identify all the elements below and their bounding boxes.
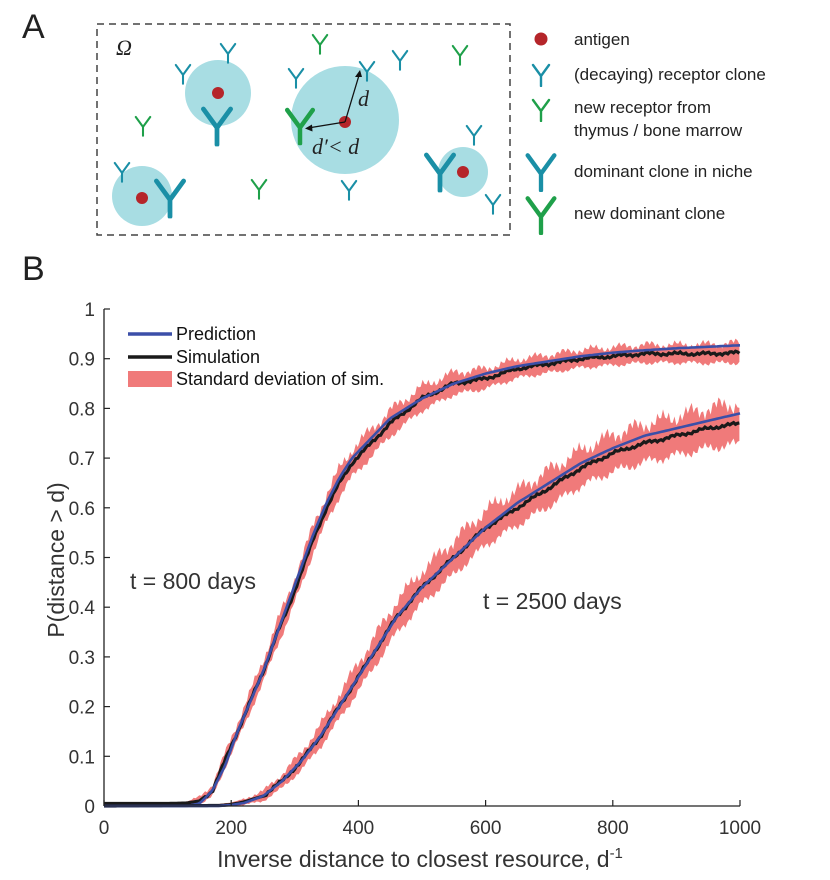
x-tick-label: 0	[99, 818, 110, 839]
y-tick-label: 0.6	[69, 499, 95, 520]
x-tick-label: 1000	[719, 818, 761, 839]
antigen-dot	[212, 87, 224, 99]
new-receptor-icon	[134, 115, 152, 137]
new-dominant-clone-icon	[528, 198, 555, 233]
new-receptor-icon	[451, 44, 469, 66]
panel-a-legend: antigen (decaying) receptor clone new re…	[528, 30, 766, 233]
x-tick-label: 800	[597, 818, 629, 839]
distance-dprime-arrowhead	[305, 124, 313, 132]
y-tick-label: 0.2	[69, 698, 95, 719]
x-tick-label: 600	[470, 818, 502, 839]
receptor-clone-icon	[391, 49, 409, 71]
y-tick-label: 0.5	[69, 549, 95, 570]
distance-dprime-arrow	[307, 121, 346, 129]
receptor-clone-icon	[340, 179, 358, 201]
legend-std-swatch	[128, 371, 172, 387]
legend-new-receptor-line1: new receptor from	[574, 98, 711, 117]
x-tick-label: 200	[215, 818, 247, 839]
new-receptor-icon	[311, 33, 329, 55]
prediction-line-1	[104, 412, 741, 808]
y-tick-label: 0.8	[69, 399, 95, 420]
y-tick-label: 0	[84, 797, 95, 818]
receptor-icon	[531, 63, 551, 87]
y-tick-label: 0.7	[69, 449, 95, 470]
legend-simulation: Simulation	[176, 347, 260, 367]
legend-dominant-clone: dominant clone in niche	[574, 162, 753, 181]
prediction-line-0	[104, 344, 741, 808]
legend-prediction: Prediction	[176, 324, 256, 344]
legend-new-receptor-line2: thymus / bone marrow	[574, 121, 743, 140]
cdf-chart: 0 200 400 600 800 1000 0 0.1 0.2 0.3 0.4 0.5 0.6 0.7 0…	[69, 300, 762, 839]
antigen-dot-icon	[534, 32, 548, 46]
dprime-label: d′< d	[312, 134, 360, 159]
std-band-1	[104, 397, 740, 806]
y-tick-label: 0.1	[69, 747, 95, 768]
y-axis-label: P(distance > d)	[43, 482, 69, 637]
receptor-clone-icon	[287, 67, 305, 89]
receptor-clone-icon	[484, 193, 502, 215]
y-tick-label: 0.9	[69, 350, 95, 371]
receptor-clone-icon	[465, 124, 483, 146]
new-receptor-icon	[531, 98, 551, 122]
receptor-clone-icon	[219, 42, 237, 64]
new-receptor-icon	[250, 178, 268, 200]
y-tick-label: 0.4	[69, 598, 96, 619]
panel-b-label: B	[22, 250, 45, 288]
omega-symbol: Ω	[116, 35, 132, 60]
legend-new-dominant-clone: new dominant clone	[574, 204, 725, 223]
d-label: d	[358, 86, 370, 111]
distance-d-arrow	[344, 71, 361, 123]
antigen-dot	[136, 192, 148, 204]
chart-legend: Prediction Simulation Standard deviation…	[128, 324, 384, 389]
omega-domain-box	[96, 23, 511, 236]
dominant-clone-icon	[528, 155, 555, 190]
panel-a-label: A	[22, 8, 45, 46]
y-tick-label: 1	[84, 300, 95, 321]
simulation-line-1	[104, 420, 740, 808]
y-tick-label: 0.3	[69, 648, 95, 669]
annotation-2500-days: t = 2500 days	[483, 588, 622, 614]
annotation-800-days: t = 800 days	[130, 568, 256, 594]
legend-antigen: antigen	[574, 30, 630, 49]
antigen-dot	[457, 166, 469, 178]
distance-d-arrowhead	[355, 70, 362, 77]
legend-receptor-clone: (decaying) receptor clone	[574, 65, 766, 84]
legend-std: Standard deviation of sim.	[176, 369, 384, 389]
x-axis-label: Inverse distance to closest resource, d-…	[217, 845, 623, 872]
x-tick-label: 400	[343, 818, 375, 839]
